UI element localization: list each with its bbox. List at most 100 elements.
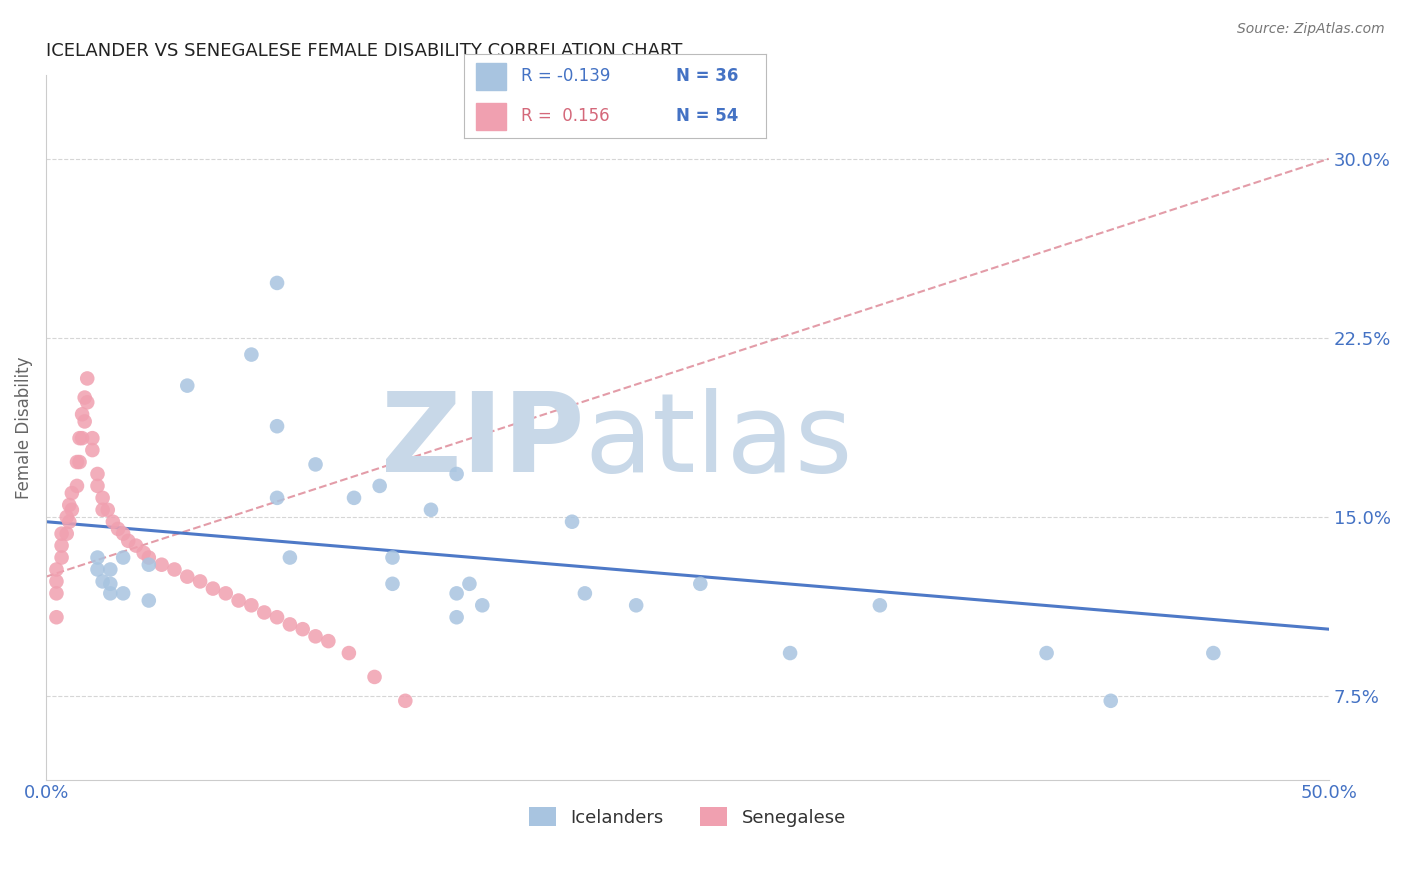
Point [318, 634, 340, 648]
Point [73, 414, 96, 428]
Point [278, 617, 301, 632]
Point [188, 574, 211, 589]
Text: N = 54: N = 54 [676, 107, 738, 125]
Point [97, 503, 120, 517]
Point [266, 610, 288, 624]
Point [112, 526, 135, 541]
Point [291, 622, 314, 636]
Point [76, 371, 98, 385]
Point [446, 586, 468, 600]
Point [368, 479, 391, 493]
Point [112, 550, 135, 565]
Point [112, 586, 135, 600]
Point [363, 670, 385, 684]
Point [125, 539, 148, 553]
Point [446, 467, 468, 481]
Point [55, 510, 77, 524]
Point [82, 431, 104, 445]
Point [51, 526, 73, 541]
Text: N = 36: N = 36 [676, 68, 738, 86]
Point [381, 576, 404, 591]
FancyBboxPatch shape [477, 62, 506, 90]
Point [98, 576, 121, 591]
Point [132, 546, 155, 560]
Point [779, 646, 801, 660]
Point [76, 395, 98, 409]
FancyBboxPatch shape [477, 103, 506, 130]
Point [458, 576, 481, 591]
Point [98, 586, 121, 600]
Point [138, 593, 160, 607]
Point [91, 574, 114, 589]
Point [150, 558, 173, 572]
Point [574, 586, 596, 600]
Point [176, 378, 198, 392]
Point [45, 574, 67, 589]
Point [304, 629, 326, 643]
Point [51, 539, 73, 553]
Point [471, 599, 494, 613]
Point [278, 550, 301, 565]
Point [163, 562, 186, 576]
Point [86, 479, 108, 493]
Text: ZIP: ZIP [381, 388, 585, 495]
Point [58, 515, 80, 529]
Point [869, 599, 891, 613]
Y-axis label: Female Disability: Female Disability [15, 356, 32, 499]
Point [337, 646, 360, 660]
Point [98, 562, 121, 576]
Point [381, 550, 404, 565]
Point [215, 586, 238, 600]
Text: atlas: atlas [585, 388, 853, 495]
Text: ICELANDER VS SENEGALESE FEMALE DISABILITY CORRELATION CHART: ICELANDER VS SENEGALESE FEMALE DISABILIT… [46, 42, 682, 60]
Point [1099, 694, 1122, 708]
Point [91, 491, 114, 505]
Point [1035, 646, 1057, 660]
Point [266, 419, 288, 434]
Point [107, 522, 129, 536]
Point [253, 606, 276, 620]
Point [82, 443, 104, 458]
Point [73, 391, 96, 405]
Point [45, 562, 67, 576]
Point [51, 550, 73, 565]
Point [66, 479, 89, 493]
Point [86, 550, 108, 565]
Point [45, 610, 67, 624]
Point [55, 526, 77, 541]
Point [138, 550, 160, 565]
Legend: Icelanders, Senegalese: Icelanders, Senegalese [522, 800, 853, 834]
Point [66, 455, 89, 469]
Point [58, 498, 80, 512]
Point [420, 503, 443, 517]
Point [91, 503, 114, 517]
Point [394, 694, 416, 708]
Point [266, 276, 288, 290]
Point [101, 515, 124, 529]
Point [176, 569, 198, 583]
Point [138, 558, 160, 572]
Point [86, 562, 108, 576]
Point [561, 515, 583, 529]
Text: R =  0.156: R = 0.156 [522, 107, 610, 125]
Point [266, 491, 288, 505]
Point [240, 348, 263, 362]
Point [624, 599, 647, 613]
Point [689, 576, 711, 591]
Point [304, 458, 326, 472]
Point [201, 582, 224, 596]
Point [240, 599, 263, 613]
Point [70, 431, 93, 445]
Point [69, 455, 91, 469]
Text: R = -0.139: R = -0.139 [522, 68, 610, 86]
Point [69, 431, 91, 445]
Point [86, 467, 108, 481]
Point [60, 503, 83, 517]
Point [343, 491, 366, 505]
Point [117, 533, 139, 548]
Text: Source: ZipAtlas.com: Source: ZipAtlas.com [1237, 22, 1385, 37]
Point [60, 486, 83, 500]
Point [228, 593, 250, 607]
Point [446, 610, 468, 624]
Point [70, 407, 93, 421]
